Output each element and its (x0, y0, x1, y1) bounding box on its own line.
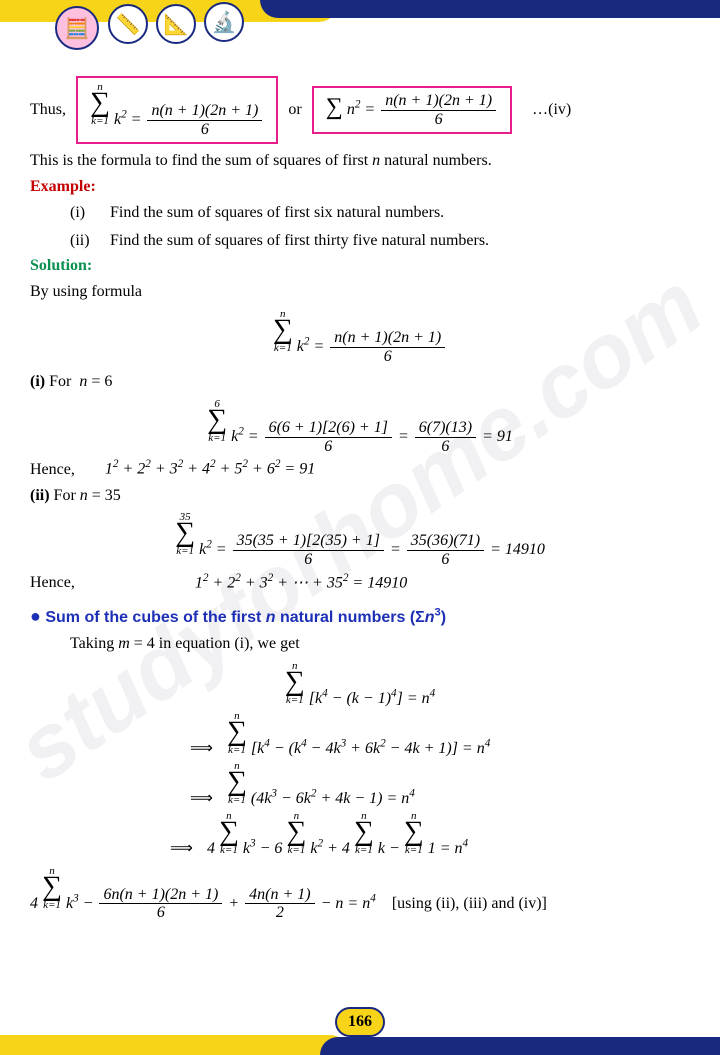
intro-paragraph: This is the formula to find the sum of s… (30, 150, 690, 172)
footer-yellow-swoosh (0, 1035, 350, 1055)
thus-formula-row: Thus, n∑k=1 k2 = n(n + 1)(2n + 1)6 or ∑ … (30, 76, 690, 144)
part-ii-hence-row: Hence, 12 + 22 + 32 + ⋯ + 352 = 14910 (30, 572, 690, 592)
final-equation-row: 4 n∑k=1 k3 − 6n(n + 1)(2n + 1)6 + 4n(n +… (30, 866, 690, 922)
thus-label: Thus, (30, 101, 66, 119)
cube-line-1: n∑k=1 [k4 − (k − 1)4] = n4 (30, 661, 690, 708)
implies-arrow-3: ⟹ (170, 840, 193, 857)
equation-ref-iv: …(iv) (532, 101, 571, 119)
implies-arrow-1: ⟹ (190, 740, 213, 757)
final-ref-text: [using (ii), (iii) and (iv)] (392, 895, 547, 912)
cube-line-3: ⟹ n∑k=1 (4k3 − 6k2 + 4k − 1) = n4 (180, 761, 690, 808)
roman-i: (i) (70, 202, 110, 224)
formula-box-2: ∑ n2 = n(n + 1)(2n + 1)6 (312, 86, 512, 134)
part-ii-result: 12 + 22 + 32 + ⋯ + 352 = 14910 (195, 572, 407, 592)
bullet-icon: ● (30, 606, 41, 626)
hence-label-2: Hence, (30, 574, 75, 592)
taking-m-text: Taking m = 4 in equation (i), we get (70, 633, 690, 655)
implies-arrow-2: ⟹ (190, 790, 213, 807)
formula-main: n∑k=1 k2 = n(n + 1)(2n + 1)6 (30, 309, 690, 365)
or-label: or (288, 101, 301, 119)
hence-label-1: Hence, (30, 461, 75, 479)
part-ii-calculation: 35∑k=1 k2 = 35(35 + 1)[2(35) + 1]6 = 35(… (30, 512, 690, 568)
part-i-result: 12 + 22 + 32 + 42 + 52 + 62 = 91 (105, 458, 315, 478)
cube-line-2: ⟹ n∑k=1 [k4 − (k4 − 4k3 + 6k2 − 4k + 1)]… (180, 711, 690, 758)
formula-box-1: n∑k=1 k2 = n(n + 1)(2n + 1)6 (76, 76, 278, 144)
footer-blue-swoosh (320, 1037, 720, 1055)
example-item-i: (i)Find the sum of squares of first six … (70, 202, 690, 224)
part-i-calculation: 6∑k=1 k2 = 6(6 + 1)[2(6) + 1]6 = 6(7)(13… (30, 399, 690, 455)
page-content: Thus, n∑k=1 k2 = n(n + 1)(2n + 1)6 or ∑ … (0, 0, 720, 1002)
example-ii-text: Find the sum of squares of first thirty … (110, 232, 489, 249)
roman-ii: (ii) (70, 230, 110, 252)
part-i-label: (i) For n = 6 (30, 371, 690, 393)
page-number-badge: 166 (335, 1007, 385, 1037)
cube-line-4: ⟹ 4 n∑k=1 k3 − 6 n∑k=1 k2 + 4 n∑k=1 k − … (160, 811, 690, 858)
example-heading: Example: (30, 178, 690, 196)
by-using-text: By using formula (30, 281, 690, 303)
solution-heading: Solution: (30, 257, 690, 275)
example-item-ii: (ii)Find the sum of squares of first thi… (70, 230, 690, 252)
part-ii-label: (ii) For n = 35 (30, 485, 690, 507)
example-i-text: Find the sum of squares of first six nat… (110, 204, 444, 221)
part-i-hence-row: Hence, 12 + 22 + 32 + 42 + 52 + 62 = 91 (30, 458, 690, 478)
section-cubes-heading: ● Sum of the cubes of the first n natura… (30, 606, 690, 627)
